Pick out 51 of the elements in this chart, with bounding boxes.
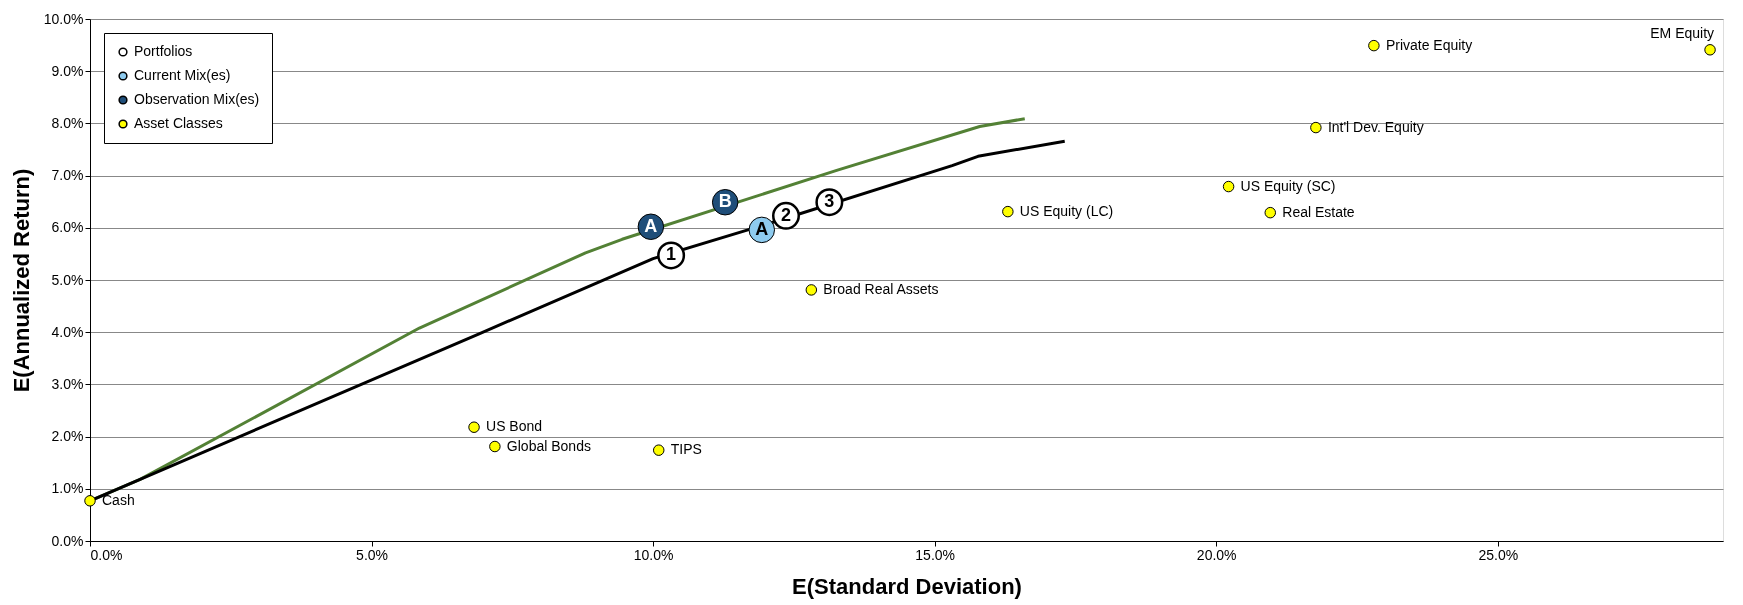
annotation: 3 xyxy=(824,191,835,212)
y-tick-label: 0.0% xyxy=(51,532,84,549)
y-tick-label: 2.0% xyxy=(51,428,84,445)
x-tick-label: 0.0% xyxy=(90,546,123,563)
y-tick-label: 1.0% xyxy=(51,480,84,497)
point xyxy=(84,495,96,507)
y-tick-label: 5.0% xyxy=(51,271,84,288)
annotation: Int'l Dev. Equity xyxy=(1327,118,1424,135)
x-tick-label: 20.0% xyxy=(1196,546,1237,563)
annotation: B xyxy=(718,191,732,212)
y-tick-label: 4.0% xyxy=(51,323,84,340)
y-tick-label: 10.0% xyxy=(43,10,84,27)
annotation: TIPS xyxy=(670,441,702,458)
y-tick-label: 9.0% xyxy=(51,62,84,79)
point xyxy=(652,444,665,456)
point xyxy=(1264,206,1277,219)
annotation: Private Equity xyxy=(1385,36,1473,53)
annotation: Broad Real Assets xyxy=(823,280,939,297)
y-tick-label: 3.0% xyxy=(51,375,84,392)
point xyxy=(1222,180,1235,193)
annotation: A xyxy=(644,215,658,236)
y-tick-label: 6.0% xyxy=(51,219,84,236)
point xyxy=(1310,121,1322,134)
annotation: US Equity (SC) xyxy=(1240,177,1336,194)
x-tick-label: 10.0% xyxy=(633,546,674,563)
y-tick-label: 7.0% xyxy=(51,167,84,184)
point xyxy=(805,284,818,296)
legend-label: Portfolios xyxy=(134,43,193,59)
x-tick-label: 15.0% xyxy=(915,546,956,563)
y-axis-title: E(Annualized Return) xyxy=(8,168,34,393)
x-tick-label: 5.0% xyxy=(356,546,389,563)
legend-label: Observation Mix(es) xyxy=(134,91,260,107)
legend-label: Asset Classes xyxy=(134,115,223,131)
x-tick-label: 25.0% xyxy=(1478,546,1519,563)
point xyxy=(1002,205,1014,218)
point xyxy=(489,440,501,453)
y-tick-label: 8.0% xyxy=(51,114,84,131)
annotation: Real Estate xyxy=(1282,203,1355,220)
annotation: Cash xyxy=(102,491,135,508)
x-axis-title: E(Standard Deviation) xyxy=(792,573,1022,599)
point xyxy=(468,421,480,433)
point xyxy=(1368,39,1380,52)
annotation: 1 xyxy=(666,244,677,265)
legend-label: Current Mix(es) xyxy=(134,67,231,83)
point xyxy=(1704,44,1716,56)
annotation: Global Bonds xyxy=(506,437,591,454)
annotation: US Bond xyxy=(486,418,543,435)
annotation: A xyxy=(755,218,769,239)
annotation: 2 xyxy=(780,204,791,225)
annotation: EM Equity xyxy=(1650,24,1715,41)
annotation: US Equity (LC) xyxy=(1019,202,1114,219)
